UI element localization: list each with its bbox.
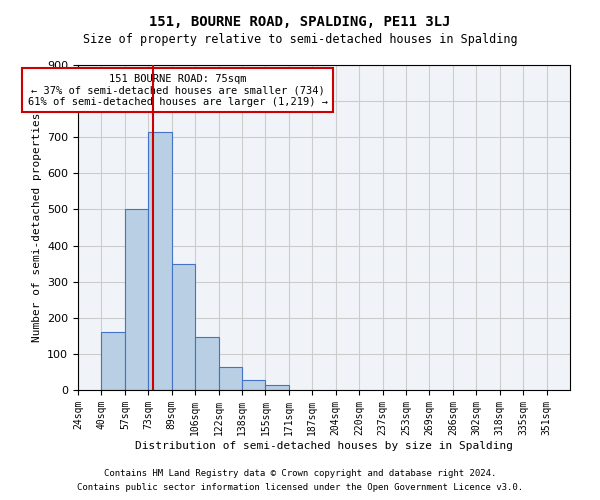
Text: 151 BOURNE ROAD: 75sqm
← 37% of semi-detached houses are smaller (734)
61% of se: 151 BOURNE ROAD: 75sqm ← 37% of semi-det… bbox=[28, 74, 328, 107]
Text: 151, BOURNE ROAD, SPALDING, PE11 3LJ: 151, BOURNE ROAD, SPALDING, PE11 3LJ bbox=[149, 15, 451, 29]
Bar bbox=[125, 210, 148, 390]
Bar bbox=[101, 332, 125, 390]
X-axis label: Distribution of semi-detached houses by size in Spalding: Distribution of semi-detached houses by … bbox=[135, 440, 513, 450]
Text: Contains HM Land Registry data © Crown copyright and database right 2024.: Contains HM Land Registry data © Crown c… bbox=[104, 468, 496, 477]
Bar bbox=[195, 336, 218, 390]
Bar bbox=[218, 366, 242, 390]
Bar bbox=[172, 264, 195, 390]
Y-axis label: Number of semi-detached properties: Number of semi-detached properties bbox=[32, 113, 41, 342]
Bar bbox=[242, 380, 265, 390]
Text: Contains public sector information licensed under the Open Government Licence v3: Contains public sector information licen… bbox=[77, 484, 523, 492]
Text: Size of property relative to semi-detached houses in Spalding: Size of property relative to semi-detach… bbox=[83, 32, 517, 46]
Bar bbox=[148, 132, 172, 390]
Bar bbox=[265, 385, 289, 390]
